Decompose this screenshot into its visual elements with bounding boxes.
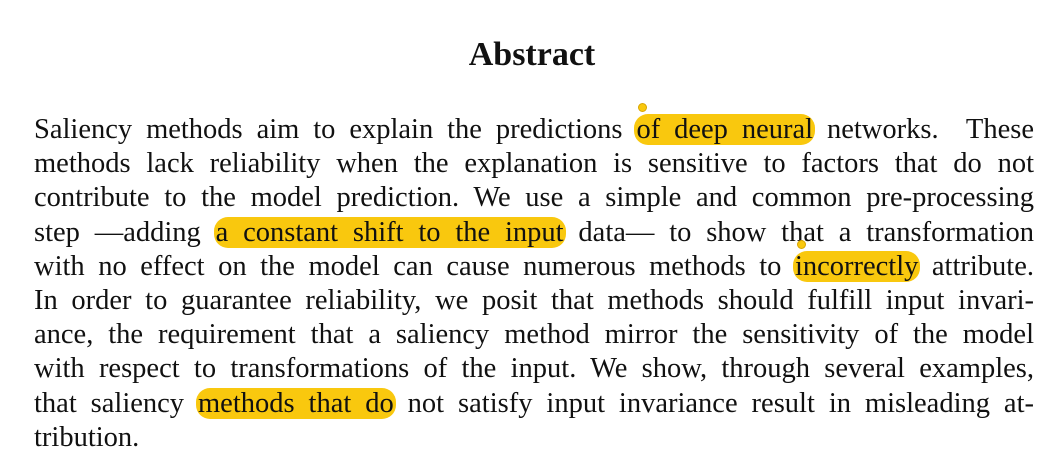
abstract-heading: Abstract [468,36,596,73]
highlighted-phrase: of deep neural [634,103,816,145]
text-run: contribute to the model prediction. We u… [34,182,1034,214]
text-run: Saliency methods aim to explain the pred… [34,114,637,145]
abstract-line: with respect to transformations of the i… [34,352,1034,386]
abstract-line: tribution. [34,421,1034,455]
annotation-pin-icon[interactable] [796,239,806,249]
text-run: attribute. [918,250,1034,282]
abstract-body: Saliency methods aim to explain the pred… [34,103,1034,455]
text-run: that saliency [34,387,199,419]
text-run: methods lack reliability when the explan… [34,148,1034,180]
annotation-pin-icon[interactable] [638,103,648,112]
highlighted-phrase: a constant shift to the input [213,216,566,248]
abstract-line: contribute to the model prediction. We u… [34,181,1034,215]
abstract-line: In order to guarantee reliability, we po… [34,284,1034,318]
text-run: data— to show that a transformation [563,216,1034,248]
highlighted-phrase: incorrectly [792,239,921,282]
text-run: with respect to transformations of the i… [34,353,1034,385]
text-run: with no effect on the model can cause nu… [34,250,795,282]
abstract-line: with no effect on the model can cause nu… [34,239,1034,284]
abstract-line: step —adding a constant shift to the inp… [34,216,1034,250]
abstract-line: methods lack reliability when the explan… [34,147,1034,181]
abstract-line: that saliency methods that do not satisf… [34,387,1034,421]
text-run: step —adding [34,216,216,248]
text-run: In order to guarantee reliability, we po… [34,284,1034,316]
text-run: tribution. [34,421,140,453]
text-run: networks. These [813,114,1034,145]
highlighted-phrase: methods that do [196,387,396,419]
text-run: not satisfy input invariance result in m… [393,387,1034,419]
abstract-line: Saliency methods aim to explain the pred… [34,103,1034,147]
abstract-line: ance, the requirement that a saliency me… [34,318,1034,352]
text-run: ance, the requirement that a saliency me… [34,319,1034,351]
